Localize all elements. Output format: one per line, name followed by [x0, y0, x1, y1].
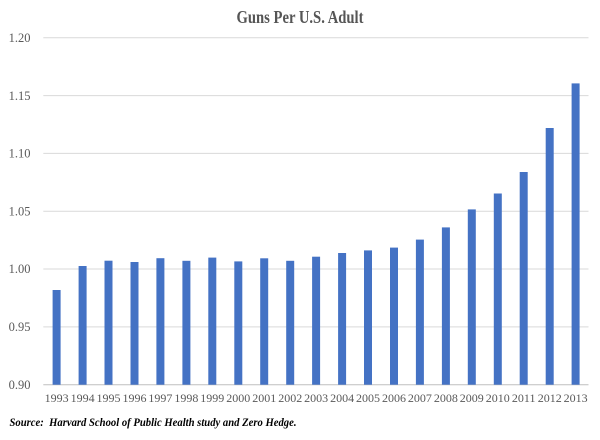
svg-text:2008: 2008 — [434, 391, 458, 405]
svg-text:2004: 2004 — [330, 391, 354, 405]
svg-text:1994: 1994 — [71, 391, 95, 405]
svg-text:2013: 2013 — [564, 391, 588, 405]
svg-text:2003: 2003 — [304, 391, 328, 405]
svg-text:1997: 1997 — [148, 391, 172, 405]
svg-text:2002: 2002 — [278, 391, 302, 405]
svg-text:1.20: 1.20 — [9, 31, 31, 45]
svg-text:2005: 2005 — [356, 391, 380, 405]
svg-text:0.90: 0.90 — [9, 378, 31, 392]
svg-text:1999: 1999 — [200, 391, 224, 405]
svg-text:2007: 2007 — [408, 391, 432, 405]
svg-text:1.15: 1.15 — [9, 89, 31, 103]
svg-text:2006: 2006 — [382, 391, 406, 405]
svg-text:1.00: 1.00 — [9, 262, 31, 276]
svg-text:2009: 2009 — [460, 391, 484, 405]
svg-text:1995: 1995 — [97, 391, 121, 405]
svg-text:1998: 1998 — [174, 391, 198, 405]
svg-text:0.95: 0.95 — [9, 320, 31, 334]
svg-text:2001: 2001 — [252, 391, 276, 405]
svg-text:1993: 1993 — [45, 391, 69, 405]
svg-text:2000: 2000 — [226, 391, 250, 405]
svg-text:2012: 2012 — [538, 391, 562, 405]
svg-text:2010: 2010 — [486, 391, 510, 405]
svg-text:Source: Harvard School of Pub: Source: Harvard School of Public Health … — [10, 417, 297, 429]
svg-text:1996: 1996 — [123, 391, 147, 405]
svg-text:1.10: 1.10 — [9, 147, 31, 161]
svg-text:1.05: 1.05 — [9, 204, 31, 218]
svg-text:Guns Per U.S. Adult: Guns Per U.S. Adult — [237, 7, 364, 27]
svg-text:2011: 2011 — [512, 391, 536, 405]
